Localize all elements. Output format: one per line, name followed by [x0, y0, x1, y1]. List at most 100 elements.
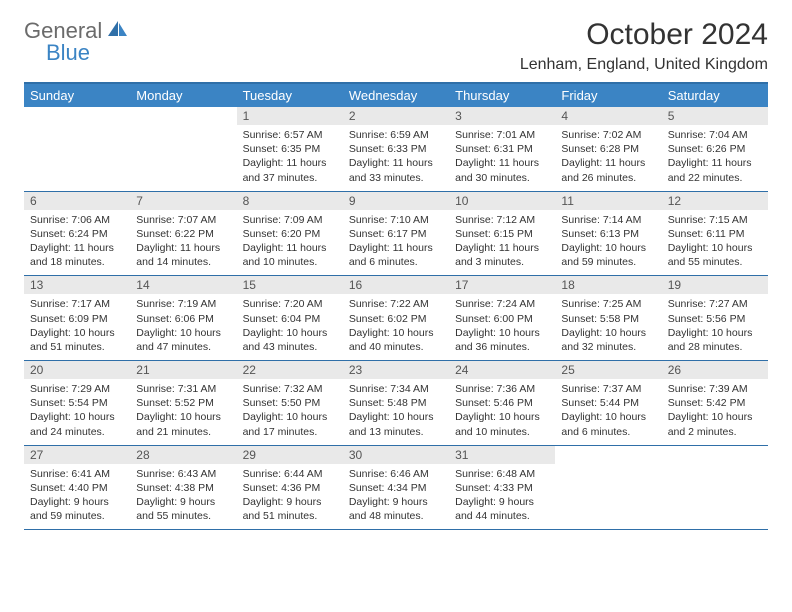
calendar-cell: 12Sunrise: 7:15 AMSunset: 6:11 PMDayligh… [662, 191, 768, 276]
calendar-cell: 15Sunrise: 7:20 AMSunset: 6:04 PMDayligh… [237, 276, 343, 361]
day-body: Sunrise: 7:31 AMSunset: 5:52 PMDaylight:… [130, 379, 236, 445]
day-number: 11 [555, 192, 661, 210]
logo-word-blue: Blue [46, 40, 129, 66]
calendar-cell: 14Sunrise: 7:19 AMSunset: 6:06 PMDayligh… [130, 276, 236, 361]
day-number: 5 [662, 107, 768, 125]
day-number: 20 [24, 361, 130, 379]
day-number: 4 [555, 107, 661, 125]
day-number: 7 [130, 192, 236, 210]
calendar-cell: 18Sunrise: 7:25 AMSunset: 5:58 PMDayligh… [555, 276, 661, 361]
calendar-cell: 1Sunrise: 6:57 AMSunset: 6:35 PMDaylight… [237, 107, 343, 191]
day-number: 16 [343, 276, 449, 294]
page: General Blue October 2024 Lenham, Englan… [0, 0, 792, 548]
calendar-cell: 19Sunrise: 7:27 AMSunset: 5:56 PMDayligh… [662, 276, 768, 361]
day-body: Sunrise: 7:29 AMSunset: 5:54 PMDaylight:… [24, 379, 130, 445]
calendar-week-row: ..1Sunrise: 6:57 AMSunset: 6:35 PMDaylig… [24, 107, 768, 191]
calendar-cell: . [24, 107, 130, 191]
calendar-cell: . [662, 445, 768, 530]
calendar-cell: 9Sunrise: 7:10 AMSunset: 6:17 PMDaylight… [343, 191, 449, 276]
calendar-cell: 23Sunrise: 7:34 AMSunset: 5:48 PMDayligh… [343, 361, 449, 446]
day-number: 22 [237, 361, 343, 379]
calendar-cell: 20Sunrise: 7:29 AMSunset: 5:54 PMDayligh… [24, 361, 130, 446]
day-number: 27 [24, 446, 130, 464]
day-body: Sunrise: 7:10 AMSunset: 6:17 PMDaylight:… [343, 210, 449, 276]
day-number: 10 [449, 192, 555, 210]
calendar-cell: . [555, 445, 661, 530]
calendar-cell: 13Sunrise: 7:17 AMSunset: 6:09 PMDayligh… [24, 276, 130, 361]
day-number: 21 [130, 361, 236, 379]
day-header: Monday [130, 83, 236, 107]
day-body: Sunrise: 6:44 AMSunset: 4:36 PMDaylight:… [237, 464, 343, 530]
calendar-cell: 31Sunrise: 6:48 AMSunset: 4:33 PMDayligh… [449, 445, 555, 530]
calendar-cell: 7Sunrise: 7:07 AMSunset: 6:22 PMDaylight… [130, 191, 236, 276]
day-body: Sunrise: 7:25 AMSunset: 5:58 PMDaylight:… [555, 294, 661, 360]
calendar-cell: 25Sunrise: 7:37 AMSunset: 5:44 PMDayligh… [555, 361, 661, 446]
day-body: Sunrise: 7:17 AMSunset: 6:09 PMDaylight:… [24, 294, 130, 360]
calendar-cell: 5Sunrise: 7:04 AMSunset: 6:26 PMDaylight… [662, 107, 768, 191]
day-number: 18 [555, 276, 661, 294]
day-body: Sunrise: 7:27 AMSunset: 5:56 PMDaylight:… [662, 294, 768, 360]
day-body: Sunrise: 7:34 AMSunset: 5:48 PMDaylight:… [343, 379, 449, 445]
day-body: Sunrise: 7:02 AMSunset: 6:28 PMDaylight:… [555, 125, 661, 191]
day-body: Sunrise: 7:39 AMSunset: 5:42 PMDaylight:… [662, 379, 768, 445]
header: General Blue October 2024 Lenham, Englan… [24, 18, 768, 74]
day-body: Sunrise: 6:46 AMSunset: 4:34 PMDaylight:… [343, 464, 449, 530]
day-body: Sunrise: 7:20 AMSunset: 6:04 PMDaylight:… [237, 294, 343, 360]
day-body: Sunrise: 7:09 AMSunset: 6:20 PMDaylight:… [237, 210, 343, 276]
day-number: 28 [130, 446, 236, 464]
day-body: Sunrise: 7:32 AMSunset: 5:50 PMDaylight:… [237, 379, 343, 445]
day-body: Sunrise: 6:59 AMSunset: 6:33 PMDaylight:… [343, 125, 449, 191]
day-number: 23 [343, 361, 449, 379]
day-header: Friday [555, 83, 661, 107]
day-body: Sunrise: 7:06 AMSunset: 6:24 PMDaylight:… [24, 210, 130, 276]
day-body: Sunrise: 6:48 AMSunset: 4:33 PMDaylight:… [449, 464, 555, 530]
day-number: 13 [24, 276, 130, 294]
day-body: Sunrise: 7:36 AMSunset: 5:46 PMDaylight:… [449, 379, 555, 445]
calendar-cell: 26Sunrise: 7:39 AMSunset: 5:42 PMDayligh… [662, 361, 768, 446]
calendar-cell: 24Sunrise: 7:36 AMSunset: 5:46 PMDayligh… [449, 361, 555, 446]
day-body: Sunrise: 7:37 AMSunset: 5:44 PMDaylight:… [555, 379, 661, 445]
day-number: 6 [24, 192, 130, 210]
day-body: Sunrise: 7:04 AMSunset: 6:26 PMDaylight:… [662, 125, 768, 191]
calendar-cell: 29Sunrise: 6:44 AMSunset: 4:36 PMDayligh… [237, 445, 343, 530]
calendar-cell: 27Sunrise: 6:41 AMSunset: 4:40 PMDayligh… [24, 445, 130, 530]
calendar-cell: 8Sunrise: 7:09 AMSunset: 6:20 PMDaylight… [237, 191, 343, 276]
day-header-row: SundayMondayTuesdayWednesdayThursdayFrid… [24, 83, 768, 107]
calendar-cell: 4Sunrise: 7:02 AMSunset: 6:28 PMDaylight… [555, 107, 661, 191]
day-number: 9 [343, 192, 449, 210]
day-body: Sunrise: 6:57 AMSunset: 6:35 PMDaylight:… [237, 125, 343, 191]
day-body: Sunrise: 7:22 AMSunset: 6:02 PMDaylight:… [343, 294, 449, 360]
sail-icon [107, 20, 129, 43]
day-body: Sunrise: 7:12 AMSunset: 6:15 PMDaylight:… [449, 210, 555, 276]
day-number: 12 [662, 192, 768, 210]
calendar-cell: 6Sunrise: 7:06 AMSunset: 6:24 PMDaylight… [24, 191, 130, 276]
day-number: 8 [237, 192, 343, 210]
calendar-cell: 28Sunrise: 6:43 AMSunset: 4:38 PMDayligh… [130, 445, 236, 530]
day-number: 14 [130, 276, 236, 294]
day-body: Sunrise: 7:15 AMSunset: 6:11 PMDaylight:… [662, 210, 768, 276]
calendar-cell: 11Sunrise: 7:14 AMSunset: 6:13 PMDayligh… [555, 191, 661, 276]
day-number: 30 [343, 446, 449, 464]
day-body: Sunrise: 7:14 AMSunset: 6:13 PMDaylight:… [555, 210, 661, 276]
day-body: Sunrise: 7:01 AMSunset: 6:31 PMDaylight:… [449, 125, 555, 191]
location: Lenham, England, United Kingdom [520, 56, 768, 74]
day-number: 19 [662, 276, 768, 294]
calendar-cell: 3Sunrise: 7:01 AMSunset: 6:31 PMDaylight… [449, 107, 555, 191]
day-body: Sunrise: 7:07 AMSunset: 6:22 PMDaylight:… [130, 210, 236, 276]
calendar-cell: 22Sunrise: 7:32 AMSunset: 5:50 PMDayligh… [237, 361, 343, 446]
day-number: 17 [449, 276, 555, 294]
day-number: 31 [449, 446, 555, 464]
day-body: Sunrise: 7:19 AMSunset: 6:06 PMDaylight:… [130, 294, 236, 360]
day-header: Tuesday [237, 83, 343, 107]
day-body: Sunrise: 6:41 AMSunset: 4:40 PMDaylight:… [24, 464, 130, 530]
calendar-cell: 21Sunrise: 7:31 AMSunset: 5:52 PMDayligh… [130, 361, 236, 446]
day-header: Saturday [662, 83, 768, 107]
calendar-cell: 30Sunrise: 6:46 AMSunset: 4:34 PMDayligh… [343, 445, 449, 530]
calendar-week-row: 13Sunrise: 7:17 AMSunset: 6:09 PMDayligh… [24, 276, 768, 361]
day-number: 2 [343, 107, 449, 125]
calendar-cell: 17Sunrise: 7:24 AMSunset: 6:00 PMDayligh… [449, 276, 555, 361]
title-block: October 2024 Lenham, England, United Kin… [520, 18, 768, 74]
calendar-cell: 16Sunrise: 7:22 AMSunset: 6:02 PMDayligh… [343, 276, 449, 361]
day-header: Sunday [24, 83, 130, 107]
calendar-head: SundayMondayTuesdayWednesdayThursdayFrid… [24, 83, 768, 107]
